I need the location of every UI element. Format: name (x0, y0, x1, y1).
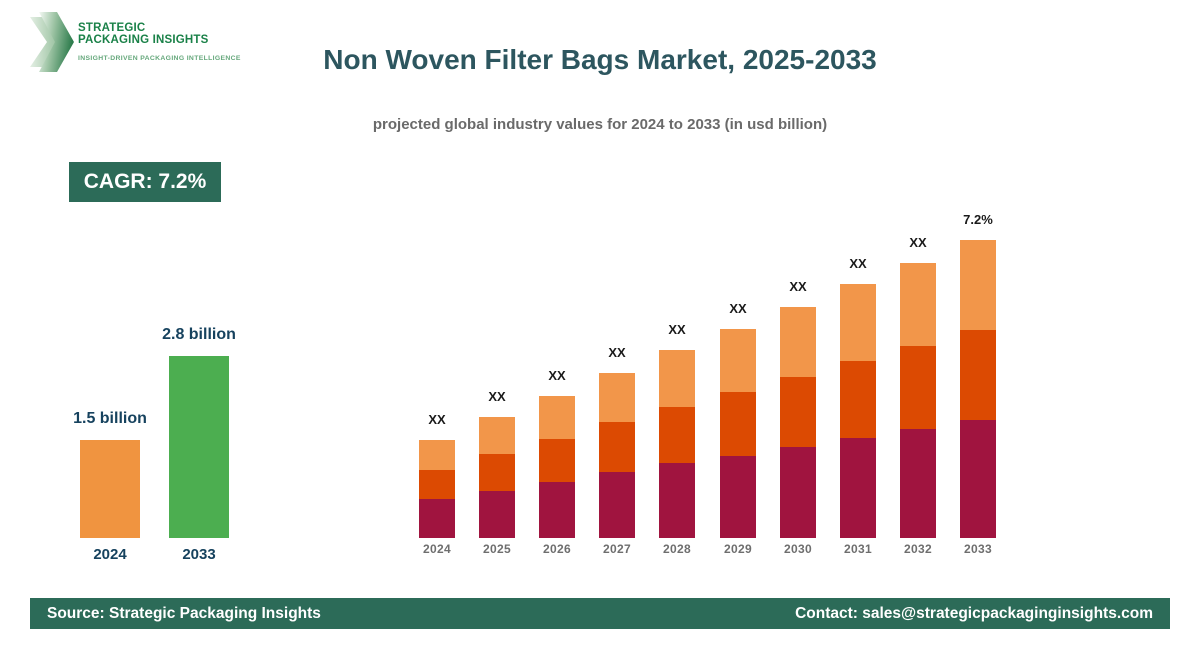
bar-2030-segment-middle (780, 377, 816, 447)
bar-2030-axis-label: 2030 (784, 542, 812, 556)
bar-2030-total-label: XX (789, 279, 807, 294)
logo-name-line2: PACKAGING INSIGHTS (78, 34, 209, 46)
bar-2026-segment-middle (539, 439, 575, 482)
bar-2033-segment-bottom (960, 420, 996, 538)
bar-2027-segment-top (599, 373, 635, 422)
bar-2028-segment-top (659, 350, 695, 407)
bar-2032-segment-top (900, 263, 936, 346)
bar-2029-axis-label: 2029 (724, 542, 752, 556)
bar-2025-axis-label: 2025 (483, 542, 511, 556)
logo-text: STRATEGIC PACKAGING INSIGHTS INSIGHT-DRI… (78, 12, 241, 62)
bar-2032-segment-bottom (900, 429, 936, 538)
bar-2029-segment-bottom (720, 456, 756, 538)
mini-bar-value-label: 2.8 billion (162, 326, 236, 343)
bar-2027-axis-label: 2027 (603, 542, 631, 556)
mini-bar-2024 (80, 440, 140, 538)
bar-2025-total-label: XX (488, 389, 506, 404)
footer-source-text: Source: Strategic Packaging Insights (47, 604, 321, 622)
bar-2031-segment-middle (840, 361, 876, 438)
bar-2025-segment-middle (479, 454, 515, 491)
bar-2026-segment-bottom (539, 482, 575, 538)
cagr-badge: CAGR: 7.2% (69, 162, 221, 202)
bar-2031-segment-top (840, 284, 876, 361)
bar-2027-total-label: XX (608, 345, 626, 360)
bar-2024-axis-label: 2024 (423, 542, 451, 556)
bar-2029-total-label: XX (729, 301, 747, 316)
bar-2033-total-label: 7.2% (963, 212, 993, 227)
footer-contact-text: Contact: sales@strategicpackaginginsight… (795, 604, 1153, 622)
bar-2028-segment-bottom (659, 463, 695, 538)
bar-2032-total-label: XX (909, 235, 927, 250)
bar-2032-segment-middle (900, 346, 936, 429)
bar-2032-axis-label: 2032 (904, 542, 932, 556)
page-title: Non Woven Filter Bags Market, 2025-2033 (323, 44, 877, 75)
logo-chevron-icon (30, 12, 74, 72)
bar-2029-segment-middle (720, 392, 756, 456)
footer-bar: Source: Strategic Packaging Insights Con… (30, 598, 1170, 629)
mini-bar-value-label: 1.5 billion (73, 410, 147, 427)
bar-2031-total-label: XX (849, 256, 867, 271)
bar-2027-segment-bottom (599, 472, 635, 538)
bar-2033-segment-top (960, 240, 996, 330)
bar-2030-segment-top (780, 307, 816, 377)
logo-name-line1: STRATEGIC (78, 22, 146, 34)
bar-2028-segment-middle (659, 407, 695, 463)
bar-2031-segment-bottom (840, 438, 876, 538)
bar-2028-axis-label: 2028 (663, 542, 691, 556)
bar-2025-segment-bottom (479, 491, 515, 538)
bar-2025-segment-top (479, 417, 515, 454)
page-subtitle: projected global industry values for 202… (372, 116, 828, 133)
bar-2033-segment-middle (960, 330, 996, 420)
bar-2024-segment-top (419, 440, 455, 470)
bar-2030-segment-bottom (780, 447, 816, 538)
bar-2024-total-label: XX (428, 412, 446, 427)
bar-2027-segment-middle (599, 422, 635, 472)
logo-tagline: INSIGHT-DRIVEN PACKAGING INTELLIGENCE (78, 55, 241, 62)
bar-2026-axis-label: 2026 (543, 542, 571, 556)
logo: STRATEGIC PACKAGING INSIGHTS INSIGHT-DRI… (28, 12, 241, 72)
mini-bar-2033 (169, 356, 229, 538)
bar-2029-segment-top (720, 329, 756, 392)
bar-2028-total-label: XX (668, 322, 686, 337)
mini-bar-year-label: 2033 (182, 546, 216, 563)
bar-2024-segment-bottom (419, 499, 455, 538)
bar-2024-segment-middle (419, 470, 455, 499)
bar-2031-axis-label: 2031 (844, 542, 872, 556)
bar-2026-segment-top (539, 396, 575, 439)
bar-2033-axis-label: 2033 (964, 542, 992, 556)
bar-2026-total-label: XX (548, 368, 566, 383)
mini-bar-year-label: 2024 (93, 546, 127, 563)
